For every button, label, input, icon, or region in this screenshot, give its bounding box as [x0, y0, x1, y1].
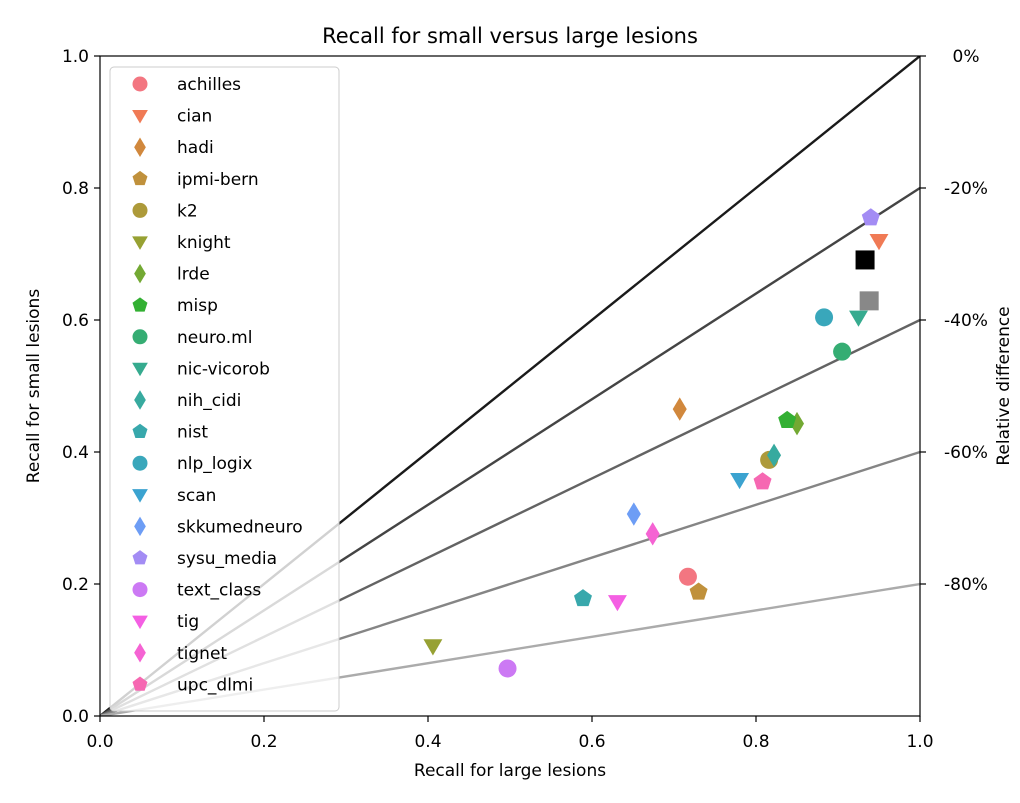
legend-label: nist [177, 423, 208, 443]
y-tick-label: 1.0 [62, 47, 89, 67]
right-tick-label: -20% [944, 179, 988, 199]
point-ipmi-bern [689, 582, 708, 600]
legend-marker-upc_dlmi [132, 676, 148, 691]
legend-marker-misp [132, 297, 148, 312]
legend-marker-cian [132, 109, 148, 124]
point-scan [730, 472, 750, 490]
summary-marker-1 [859, 291, 879, 311]
legend-marker-k2 [132, 202, 148, 218]
y-tick-label: 0.0 [62, 707, 89, 727]
legend-marker-text_class [132, 582, 148, 598]
x-tick-label: 0.6 [578, 732, 605, 752]
summary-marker-0 [855, 250, 875, 270]
point-text_class [498, 659, 517, 678]
legend: achilles cian hadi ipmi-bern k2 knight lrde mis… [109, 66, 340, 712]
legend-label: hadi [177, 138, 214, 158]
legend-marker-sysu_media [132, 550, 148, 565]
legend-label: skkumedneuro [177, 517, 303, 537]
legend-label: scan [177, 486, 216, 506]
point-sysu_media [861, 208, 880, 226]
legend-marker-nist [132, 423, 148, 438]
right-tick-label: 0% [953, 47, 980, 67]
x-tick-label: 0.4 [414, 732, 441, 752]
legend-label: k2 [177, 201, 198, 221]
legend-marker-nic-vicorob [132, 362, 148, 377]
legend-marker-tignet [134, 643, 146, 663]
point-nih_cidi [767, 443, 782, 467]
legend-marker-skkumedneuro [134, 516, 146, 537]
legend-marker-scan [132, 489, 148, 503]
legend-label: neuro.ml [177, 328, 252, 348]
legend-marker-nih_cidi [134, 390, 146, 410]
y-tick-label: 0.4 [62, 443, 89, 463]
x-tick-label: 0.0 [86, 732, 113, 752]
legend-marker-lrde [134, 263, 146, 284]
legend-marker-nlp_logix [132, 455, 148, 471]
data-points [423, 208, 889, 678]
legend-label: upc_dlmi [177, 675, 253, 695]
right-axis-title: Relative difference [994, 306, 1014, 465]
right-tick-label: -80% [944, 575, 988, 595]
point-achilles [678, 567, 697, 586]
point-upc_dlmi [753, 472, 772, 490]
x-tick-label: 0.8 [742, 732, 769, 752]
point-tig [607, 595, 627, 612]
legend-box [109, 66, 340, 712]
y-axis: 0.0 0.2 0.4 0.6 0.8 1.0 [62, 47, 100, 727]
legend-label: text_class [177, 581, 261, 601]
x-tick-label: 0.2 [250, 732, 277, 752]
point-nist [573, 589, 592, 607]
right-tick-label: -60% [944, 443, 988, 463]
x-axis: 0.0 0.2 0.4 0.6 0.8 1.0 [86, 716, 934, 752]
point-knight [423, 639, 443, 656]
legend-marker-achilles [132, 76, 148, 92]
point-nlp_logix [815, 308, 834, 327]
point-nic-vicorob [849, 310, 868, 327]
legend-label: knight [177, 233, 231, 253]
point-hadi [672, 397, 687, 421]
right-y-axis: 0% -20% -40% -60% -80% [920, 47, 988, 595]
chart-title: Recall for small versus large lesions [322, 24, 698, 48]
legend-marker-tig [132, 615, 148, 630]
legend-label: achilles [177, 75, 241, 95]
point-cian [869, 234, 889, 251]
legend-label: nic-vicorob [177, 359, 270, 379]
legend-label: ipmi-bern [177, 170, 259, 190]
x-axis-title: Recall for large lesions [414, 761, 606, 781]
legend-marker-neuro.ml [132, 329, 148, 345]
legend-label: tig [177, 612, 199, 632]
point-neuro.ml [833, 342, 852, 361]
x-tick-label: 1.0 [906, 732, 933, 752]
y-tick-label: 0.2 [62, 575, 89, 595]
right-tick-label: -40% [944, 311, 988, 331]
legend-label: tignet [177, 644, 227, 664]
point-misp [778, 410, 797, 428]
plot-frame [99, 55, 921, 717]
legend-label: sysu_media [177, 549, 277, 569]
legend-label: lrde [177, 265, 210, 285]
legend-label: nih_cidi [177, 391, 241, 411]
legend-label: misp [177, 296, 218, 316]
y-tick-label: 0.8 [62, 179, 89, 199]
legend-marker-hadi [134, 137, 146, 157]
y-tick-label: 0.6 [62, 311, 89, 331]
point-tignet [645, 522, 660, 546]
legend-marker-ipmi-bern [132, 170, 148, 186]
point-skkumedneuro [626, 502, 641, 526]
legend-label: cian [177, 107, 212, 127]
legend-marker-knight [132, 236, 148, 250]
legend-label: nlp_logix [177, 454, 253, 474]
y-axis-title: Recall for small lesions [24, 289, 44, 484]
